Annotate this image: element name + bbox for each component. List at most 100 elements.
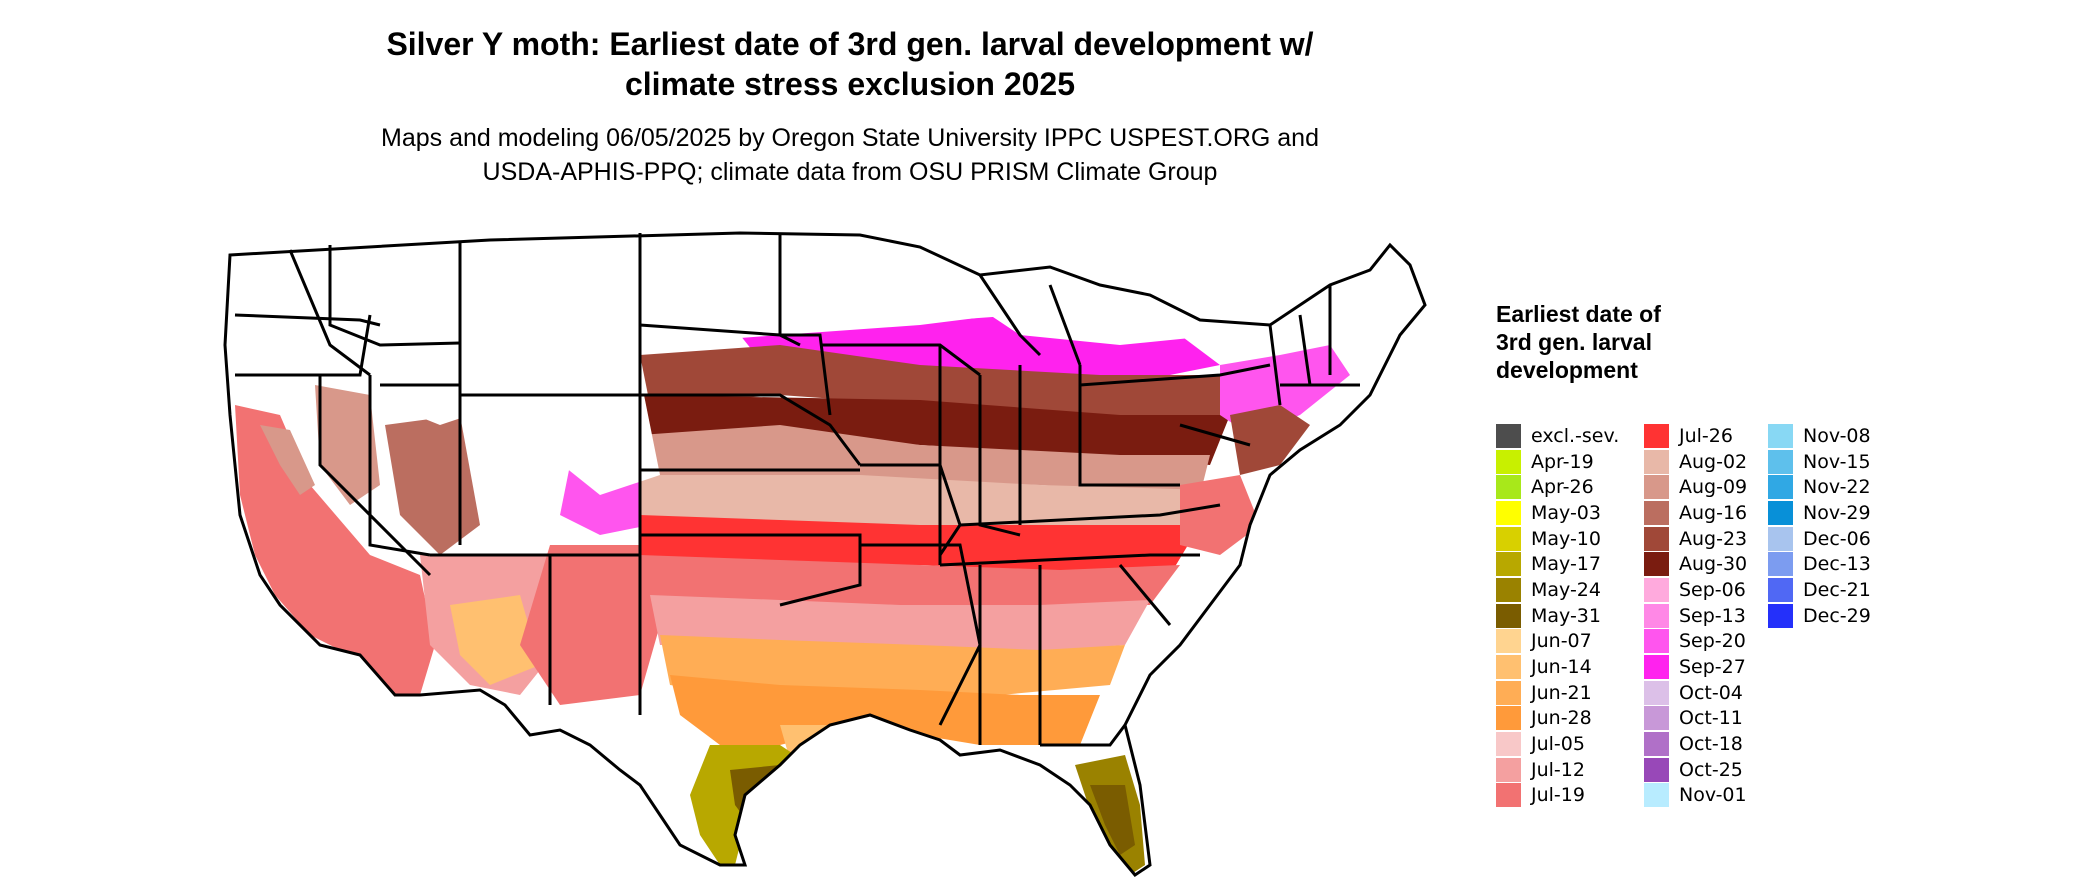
legend-label: Jun-07 [1531,630,1592,653]
legend-label: Oct-18 [1679,733,1743,756]
legend-swatch [1496,706,1521,731]
map-title-line-1: Silver Y moth: Earliest date of 3rd gen.… [386,26,1314,62]
state-boundaries [223,231,1427,877]
legend-item: Apr-19 [1496,449,1644,475]
map-subtitle-line-2: USDA-APHIS-PPQ; climate data from OSU PR… [482,158,1218,186]
legend-swatch [1496,526,1521,551]
legend-label: Oct-04 [1679,681,1743,704]
legend-item: Jun-07 [1496,629,1644,655]
legend-label: Nov-15 [1803,450,1871,473]
legend-label: Jul-05 [1531,733,1585,756]
legend-label: Nov-22 [1803,476,1871,499]
legend-label: Dec-13 [1803,553,1871,576]
legend-item: Sep-27 [1644,654,1768,680]
legend-swatch [1644,655,1669,680]
legend-swatch [1768,423,1793,448]
region-south-florida [1090,785,1135,855]
border-ky-tn [959,503,1221,527]
legend: excl.-sev. Apr-19 Apr-26 May-03 May-10 May-17… [1496,423,1892,808]
legend-item: Jul-12 [1496,757,1644,783]
legend-label: Sep-27 [1679,656,1746,679]
legend-swatch [1768,526,1793,551]
legend-item: Jul-05 [1496,731,1644,757]
legend-item: excl.-sev. [1496,423,1644,449]
legend-swatch [1768,552,1793,577]
legend-swatch [1496,732,1521,757]
legend-swatch [1644,706,1669,731]
region-excluded-new-england [1270,245,1425,340]
region-sonoran [450,595,540,685]
legend-item: Aug-30 [1644,551,1768,577]
border-sd-ne [640,393,862,466]
legend-item: Nov-29 [1768,500,1892,526]
region-central-valley [260,425,315,495]
legend-swatch [1644,475,1669,500]
legend-item: Sep-13 [1644,603,1768,629]
region-mid-atlantic [1230,405,1310,475]
legend-item: Nov-22 [1768,474,1892,500]
legend-swatch [1644,680,1669,705]
legend-label: Sep-06 [1679,578,1746,601]
legend-label: Apr-19 [1531,450,1594,473]
region-carolinas [1180,475,1260,555]
border-md-va [1179,423,1251,447]
legend-item: Dec-21 [1768,577,1892,603]
map-title: Silver Y moth: Earliest date of 3rd gen.… [300,24,1400,104]
legend-label: May-31 [1531,604,1601,627]
legend-swatch [1496,629,1521,654]
legend-item: Nov-01 [1644,783,1768,809]
legend-label: Apr-26 [1531,476,1594,499]
legend-label: Oct-25 [1679,758,1743,781]
legend-swatch [1644,500,1669,525]
legend-swatch [1496,449,1521,474]
border-michigan-lake [1048,284,1082,366]
legend-item: Jul-26 [1644,423,1768,449]
map-subtitle-line-1: Maps and modeling 06/05/2025 by Oregon S… [381,124,1319,152]
legend-item: May-31 [1496,603,1644,629]
legend-label: May-17 [1531,553,1601,576]
legend-swatch [1496,680,1521,705]
legend-label: Jul-12 [1531,758,1585,781]
legend-item: Jun-28 [1496,706,1644,732]
border-ga-sc [1118,564,1172,626]
legend-swatch [1496,475,1521,500]
legend-item: May-10 [1496,526,1644,552]
legend-swatch [1496,655,1521,680]
region-excluded-great-lakes [980,275,1220,345]
legend-label: Jun-14 [1531,656,1592,679]
border-tn-south [939,553,1200,567]
border-id-mt [328,245,461,347]
legend-label: Jun-21 [1531,681,1592,704]
border-ca-nv [318,375,432,577]
legend-label: Aug-23 [1679,527,1748,550]
legend-item: Jun-14 [1496,654,1644,680]
region-plains-aug23 [640,345,1220,425]
legend-item: Oct-11 [1644,706,1768,732]
border-mn-ia [780,333,832,416]
legend-swatch [1644,783,1669,808]
region-south-texas [690,745,810,865]
legend-swatch [1644,526,1669,551]
legend-swatch [1496,423,1521,448]
legend-swatch [1644,732,1669,757]
legend-swatch [1768,577,1793,602]
region-new-mexico [520,545,660,705]
legend-label: May-10 [1531,527,1601,550]
legend-item: Aug-02 [1644,449,1768,475]
legend-item: Sep-06 [1644,577,1768,603]
border-ut-co [380,383,462,545]
legend-label: Nov-29 [1803,501,1871,524]
legend-item: Jun-21 [1496,680,1644,706]
legend-label: Dec-29 [1803,604,1871,627]
map-subtitle: Maps and modeling 06/05/2025 by Oregon S… [300,121,1400,189]
legend-label: Sep-20 [1679,630,1746,653]
border-ks-ok [640,533,862,607]
legend-item: Apr-26 [1496,474,1644,500]
legend-item: Aug-09 [1644,474,1768,500]
legend-swatch [1768,603,1793,628]
border-or-ca [235,314,372,377]
legend-swatch [1644,552,1669,577]
legend-swatch [1644,577,1669,602]
border-oh-pa [1078,365,1180,487]
legend-item: Dec-13 [1768,551,1892,577]
